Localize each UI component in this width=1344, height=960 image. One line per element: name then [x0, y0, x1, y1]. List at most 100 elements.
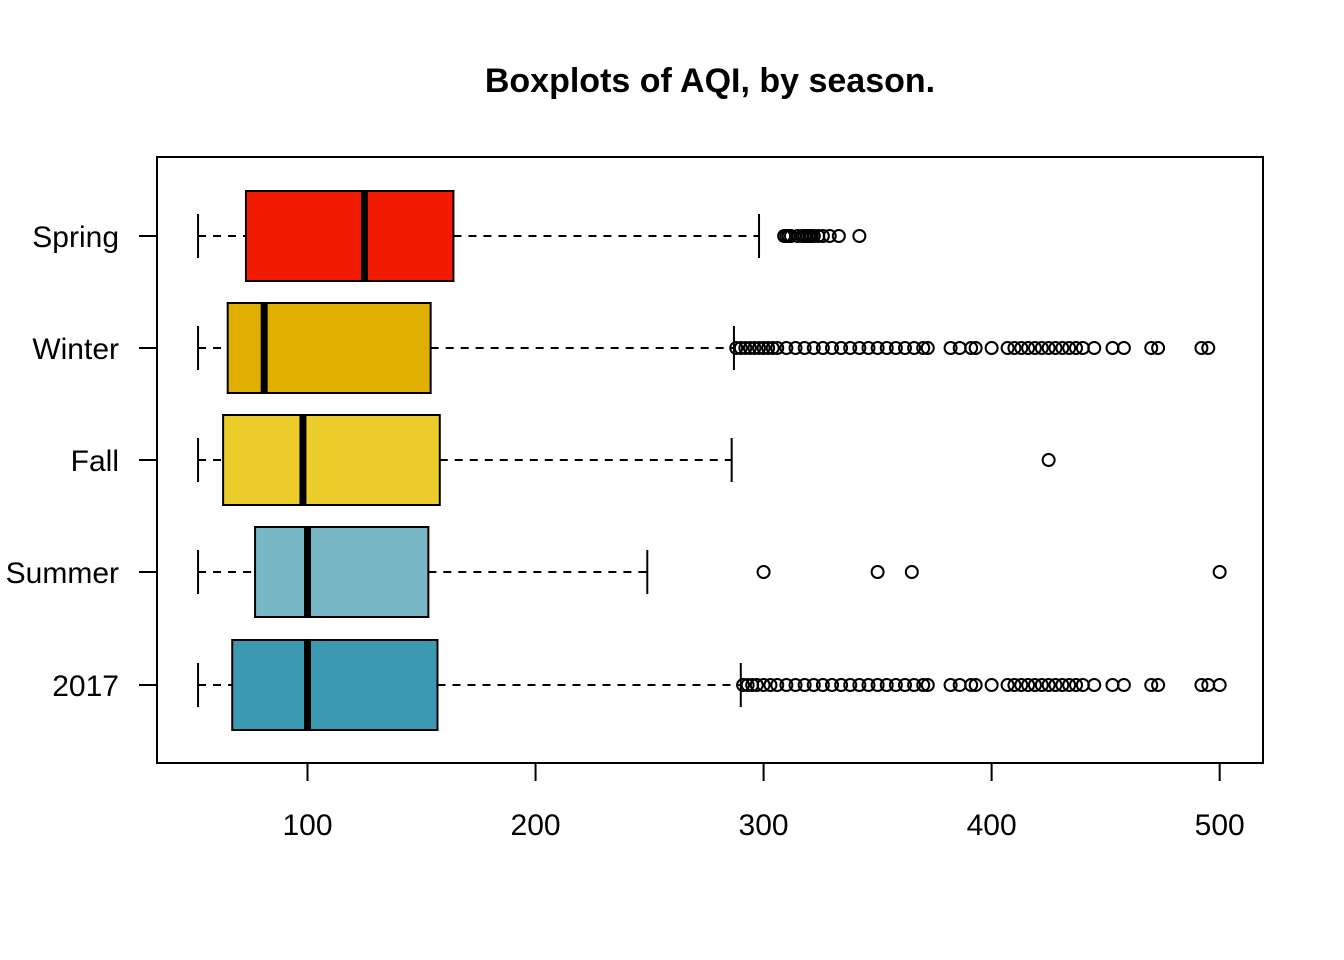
outlier-point-2017-21 [907, 678, 922, 692]
outlier-point-2017-33 [1027, 678, 1042, 692]
outlier-point-2017-26 [964, 678, 979, 692]
outlier-point-2017-19 [888, 678, 903, 692]
outlier-point-winter-1 [733, 341, 748, 355]
outlier-point-2017-42 [1105, 678, 1120, 692]
outlier-point-winter-5 [752, 341, 767, 355]
outlier-point-2017-20 [897, 678, 912, 692]
outlier-point-2017-17 [870, 678, 885, 692]
boxes-layer [197, 190, 1227, 731]
outlier-point-2017-38 [1062, 678, 1077, 692]
outlier-point-winter-23 [897, 341, 912, 355]
outlier-point-2017-14 [843, 678, 858, 692]
outlier-point-2017-10 [806, 678, 821, 692]
outlier-point-winter-25 [916, 341, 931, 355]
outlier-point-2017-18 [879, 678, 894, 692]
outlier-point-winter-17 [843, 341, 858, 355]
outlier-point-winter-40 [1055, 341, 1070, 355]
outlier-point-2017-30 [1007, 678, 1022, 692]
outlier-point-summer-0 [756, 565, 771, 579]
outlier-point-2017-31 [1014, 678, 1029, 692]
box-group-fall [197, 414, 1056, 506]
outlier-point-2017-7 [779, 678, 794, 692]
outlier-point-2017-3 [749, 678, 764, 692]
outlier-point-2017-25 [952, 678, 967, 692]
outlier-point-2017-43 [1116, 678, 1131, 692]
box-group-summer [197, 526, 1227, 618]
outlier-point-winter-41 [1062, 341, 1077, 355]
outlier-point-2017-48 [1212, 678, 1227, 692]
x-tick-label-400: 400 [967, 809, 1017, 842]
outlier-point-winter-36 [1027, 341, 1042, 355]
outlier-point-winter-0 [729, 341, 744, 355]
outlier-point-winter-10 [779, 341, 794, 355]
box-2017 [231, 639, 439, 731]
y-tick-label-spring: Spring [32, 221, 119, 254]
outlier-point-winter-16 [834, 341, 849, 355]
chart-title: Boxplots of AQI, by season. [485, 62, 935, 100]
outlier-point-2017-16 [861, 678, 876, 692]
outlier-point-fall-0 [1041, 453, 1056, 467]
outlier-point-spring-15 [852, 229, 867, 243]
outlier-point-winter-15 [825, 341, 840, 355]
outlier-point-winter-18 [852, 341, 867, 355]
outlier-point-2017-12 [825, 678, 840, 692]
outlier-point-2017-13 [834, 678, 849, 692]
outlier-point-winter-28 [952, 341, 967, 355]
outlier-point-winter-9 [770, 341, 785, 355]
box-group-2017 [197, 639, 1227, 731]
outlier-point-winter-6 [756, 341, 771, 355]
outlier-point-winter-47 [1144, 341, 1159, 355]
outlier-point-winter-45 [1105, 341, 1120, 355]
outlier-point-winter-38 [1041, 341, 1056, 355]
outlier-point-2017-34 [1034, 678, 1049, 692]
outlier-point-winter-33 [1007, 341, 1022, 355]
outlier-point-2017-29 [1000, 678, 1015, 692]
outlier-point-2017-28 [984, 678, 999, 692]
outlier-point-summer-1 [870, 565, 885, 579]
outlier-point-winter-14 [815, 341, 830, 355]
box-group-spring [197, 190, 867, 282]
outlier-point-2017-32 [1021, 678, 1036, 692]
outlier-point-winter-50 [1201, 341, 1216, 355]
box-winter [226, 302, 432, 394]
outlier-point-2017-41 [1087, 678, 1102, 692]
outlier-point-winter-31 [984, 341, 999, 355]
outlier-point-2017-4 [756, 678, 771, 692]
outlier-point-winter-29 [964, 341, 979, 355]
y-tick-label-winter: Winter [32, 333, 119, 366]
outlier-point-2017-11 [815, 678, 830, 692]
outlier-point-2017-46 [1194, 678, 1209, 692]
outlier-point-2017-22 [916, 678, 931, 692]
outlier-point-2017-35 [1041, 678, 1056, 692]
outlier-point-2017-9 [797, 678, 812, 692]
outlier-point-winter-42 [1069, 341, 1084, 355]
y-tick-label-summer: Summer [6, 557, 119, 590]
outlier-point-winter-30 [968, 341, 983, 355]
x-tick-label-500: 500 [1195, 809, 1245, 842]
x-tick-label-200: 200 [511, 809, 561, 842]
outlier-point-winter-27 [943, 341, 958, 355]
outlier-point-2017-36 [1048, 678, 1063, 692]
outlier-point-2017-27 [968, 678, 983, 692]
outlier-point-winter-24 [907, 341, 922, 355]
outlier-point-winter-20 [870, 341, 885, 355]
outlier-point-spring-12 [815, 229, 830, 243]
outlier-point-2017-24 [943, 678, 958, 692]
outlier-point-2017-0 [736, 678, 751, 692]
outlier-point-2017-1 [740, 678, 755, 692]
outlier-point-2017-5 [763, 678, 778, 692]
outlier-point-winter-19 [861, 341, 876, 355]
outlier-point-spring-10 [806, 229, 821, 243]
box-spring [244, 190, 455, 282]
x-tick-label-300: 300 [739, 809, 789, 842]
outlier-point-2017-39 [1069, 678, 1084, 692]
outlier-point-spring-14 [831, 229, 846, 243]
outlier-point-winter-26 [920, 341, 935, 355]
outlier-point-winter-49 [1194, 341, 1209, 355]
box-group-winter [197, 302, 1216, 394]
outlier-point-winter-34 [1014, 341, 1029, 355]
outlier-point-summer-2 [904, 565, 919, 579]
outlier-point-winter-32 [1000, 341, 1015, 355]
outlier-point-2017-6 [770, 678, 785, 692]
